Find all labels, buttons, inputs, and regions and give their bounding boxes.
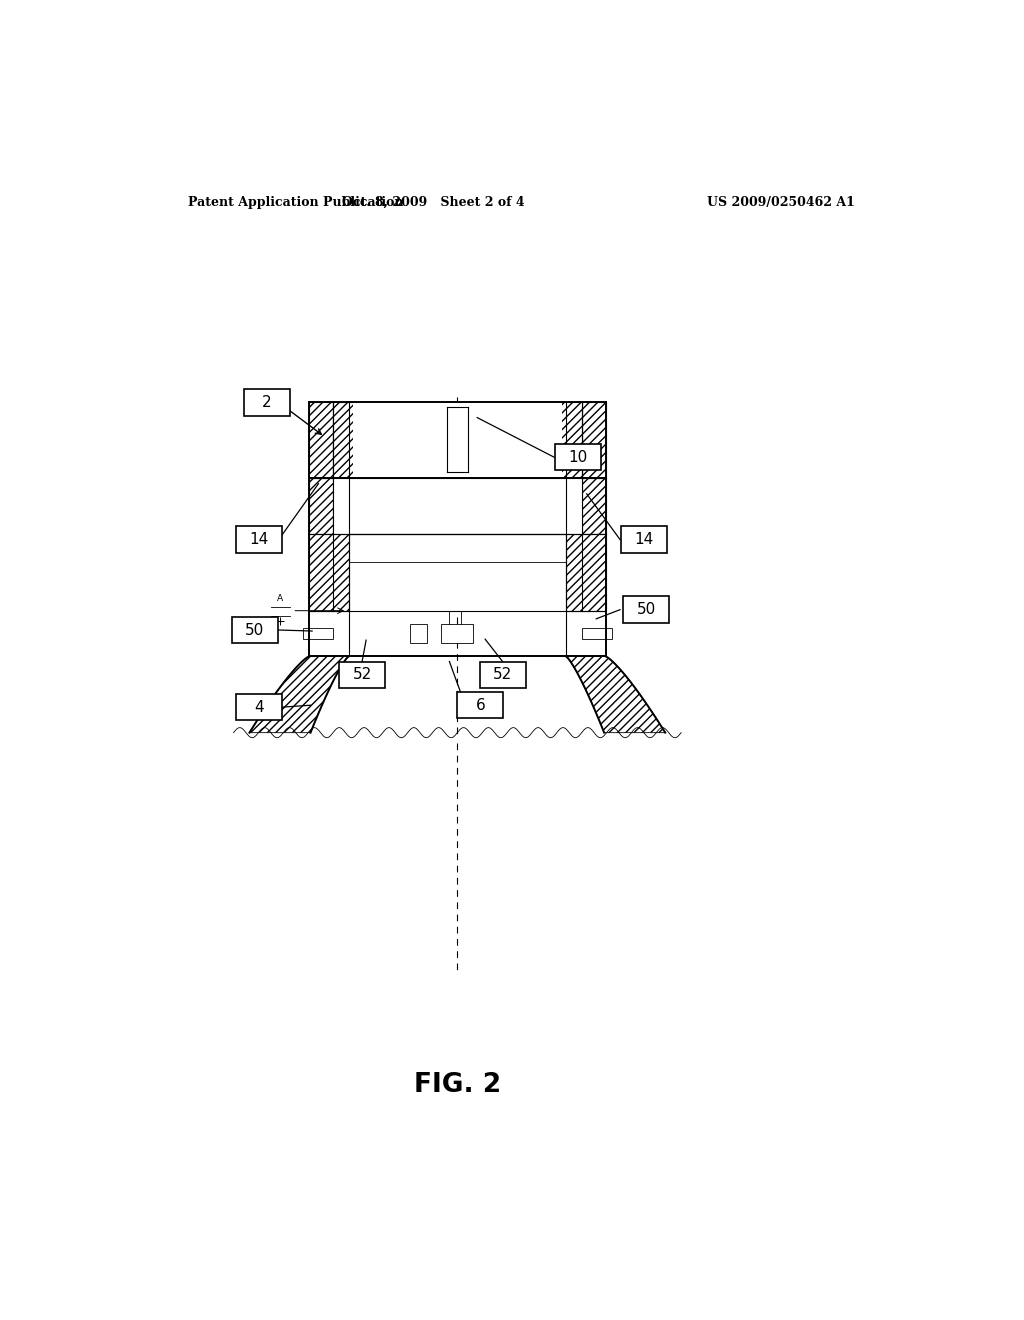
Polygon shape <box>348 535 566 611</box>
Bar <box>441 624 473 643</box>
Text: 50: 50 <box>637 602 655 618</box>
Text: 14: 14 <box>249 532 268 546</box>
Bar <box>624 597 670 623</box>
Polygon shape <box>309 403 333 478</box>
Text: Patent Application Publication: Patent Application Publication <box>187 195 403 209</box>
Text: US 2009/0250462 A1: US 2009/0250462 A1 <box>708 195 855 209</box>
Text: 4: 4 <box>254 700 264 714</box>
Bar <box>582 628 612 639</box>
Bar <box>621 527 667 553</box>
Bar <box>236 527 282 553</box>
Bar <box>244 389 290 416</box>
Polygon shape <box>566 656 666 733</box>
Bar <box>339 661 385 688</box>
Polygon shape <box>333 478 582 535</box>
Polygon shape <box>582 403 606 478</box>
Bar <box>303 628 333 639</box>
Text: FIG. 2: FIG. 2 <box>414 1072 501 1098</box>
Bar <box>410 624 427 643</box>
Bar <box>458 692 504 718</box>
Polygon shape <box>333 403 582 478</box>
Polygon shape <box>582 478 606 535</box>
Bar <box>236 694 282 721</box>
Bar <box>232 616 278 643</box>
Polygon shape <box>309 535 348 611</box>
Text: 50: 50 <box>246 623 264 638</box>
Bar <box>555 444 601 470</box>
Polygon shape <box>566 535 606 611</box>
Polygon shape <box>250 656 348 733</box>
Text: 52: 52 <box>493 667 512 682</box>
Text: 2: 2 <box>262 395 271 409</box>
Bar <box>479 661 525 688</box>
Text: 6: 6 <box>475 698 485 713</box>
Polygon shape <box>309 478 333 535</box>
Text: Oct. 8, 2009   Sheet 2 of 4: Oct. 8, 2009 Sheet 2 of 4 <box>342 195 525 209</box>
Polygon shape <box>352 403 562 478</box>
Text: 14: 14 <box>634 532 653 546</box>
Text: 52: 52 <box>352 667 372 682</box>
Text: 10: 10 <box>568 450 588 465</box>
Text: A: A <box>278 594 284 603</box>
